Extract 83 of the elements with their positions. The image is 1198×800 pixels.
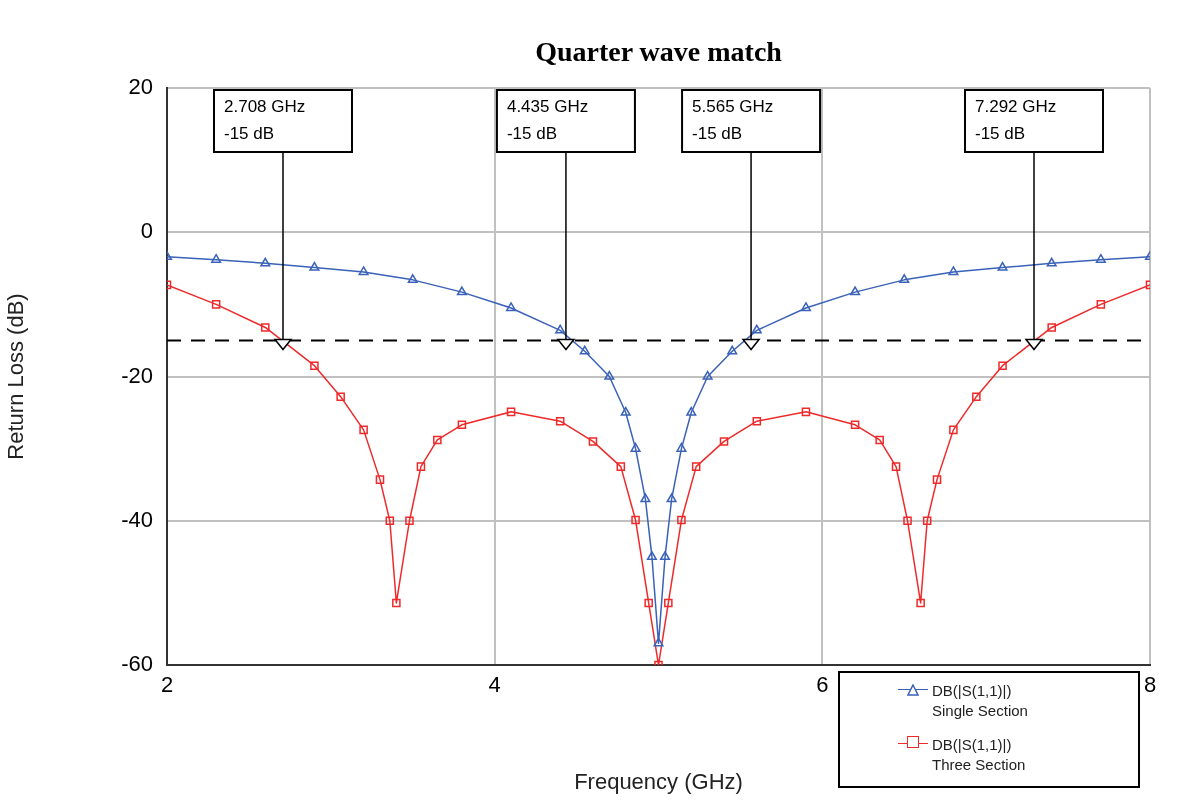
point <box>702 370 713 380</box>
point <box>359 425 368 435</box>
chart-title: Quarter wave match <box>534 36 783 68</box>
annotation: 2.708 GHz -15 dB <box>223 96 306 143</box>
y-axis-title: Return Loss (dB) <box>3 293 29 460</box>
point <box>998 361 1007 370</box>
point <box>891 462 901 471</box>
point <box>949 425 958 435</box>
point <box>588 437 598 446</box>
legend-label: DB(|S(1,1)|) Single Section <box>932 681 1028 721</box>
point <box>659 551 671 561</box>
point <box>261 323 270 332</box>
point <box>416 462 426 471</box>
y-tick-label: 20 <box>128 74 153 100</box>
point <box>932 475 942 484</box>
annotation: 4.435 GHz -15 dB <box>506 96 589 143</box>
point <box>948 266 959 276</box>
point <box>505 302 517 312</box>
point <box>719 437 729 446</box>
point <box>903 516 912 526</box>
point <box>620 406 631 416</box>
point <box>1046 257 1057 267</box>
x-tick-label: 6 <box>816 672 829 698</box>
point <box>309 261 320 271</box>
x-tick-label: 8 <box>1143 672 1157 698</box>
x-tick-label: 4 <box>488 672 501 698</box>
point <box>555 416 565 426</box>
point <box>686 406 697 416</box>
point <box>385 516 395 526</box>
point <box>375 475 385 484</box>
point <box>579 345 590 355</box>
point <box>800 302 812 312</box>
point <box>631 515 640 525</box>
point <box>211 300 221 309</box>
point <box>630 442 641 452</box>
point <box>616 462 626 471</box>
point <box>1047 323 1056 332</box>
point <box>850 420 860 430</box>
point <box>457 420 467 430</box>
x-axis-title: Frequency (GHz) <box>574 768 743 794</box>
point <box>653 637 664 647</box>
point <box>997 261 1008 271</box>
point <box>664 598 673 608</box>
point <box>691 462 701 471</box>
y-tick-label: 0 <box>140 218 153 244</box>
point <box>801 407 811 417</box>
point <box>433 435 442 445</box>
point <box>456 286 467 296</box>
point <box>752 416 762 426</box>
point <box>1095 253 1106 263</box>
point <box>850 286 861 296</box>
point <box>922 516 932 526</box>
point <box>604 370 615 380</box>
point <box>1096 300 1106 309</box>
point <box>646 551 658 561</box>
point <box>676 442 687 452</box>
point <box>751 324 762 334</box>
point <box>677 515 686 525</box>
point <box>358 266 369 276</box>
point <box>644 598 653 608</box>
point <box>392 598 401 608</box>
point <box>336 392 345 401</box>
annotation: 7.292 GHz -15 dB <box>975 96 1057 143</box>
point <box>405 516 414 526</box>
point <box>407 274 418 284</box>
x-tick-label: 2 <box>160 672 174 698</box>
y-tick-label: -60 <box>121 651 153 677</box>
point <box>260 257 271 267</box>
point <box>640 493 651 503</box>
point <box>555 324 566 334</box>
y-tick-label: -20 <box>121 362 153 388</box>
point <box>666 493 677 503</box>
y-tick-label: -40 <box>121 506 153 532</box>
point <box>916 598 925 608</box>
point <box>506 407 516 417</box>
point <box>899 274 910 284</box>
point <box>310 361 319 370</box>
point <box>972 392 981 401</box>
point <box>211 253 222 263</box>
annotation: 5.565 GHz -15 dB <box>692 96 774 143</box>
point <box>727 345 738 355</box>
legend-label: DB(|S(1,1)|) Three Section <box>932 735 1026 775</box>
point <box>875 435 884 445</box>
